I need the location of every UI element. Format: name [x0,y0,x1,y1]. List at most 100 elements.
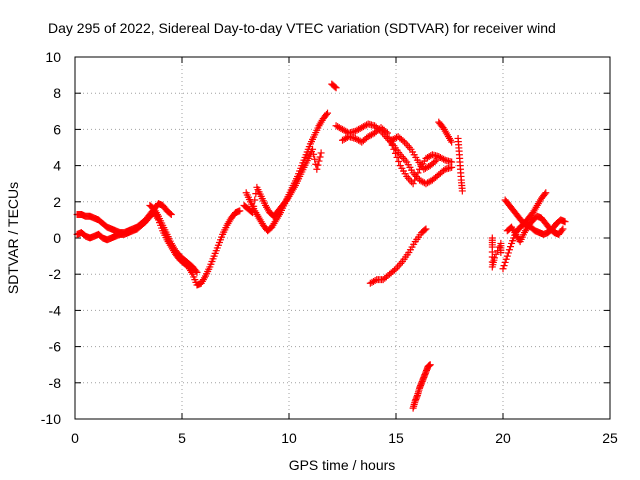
series-seg-j [435,118,456,146]
data-point [393,153,401,161]
data-point [399,137,407,145]
data-point [402,140,410,148]
data-point [421,226,429,234]
data-point [313,165,321,173]
series-seg-p [501,196,569,238]
data-point [559,225,567,233]
y-tick-label: 4 [53,158,61,174]
data-point [425,178,433,186]
y-tick-label: -8 [49,375,62,391]
series-seg-n [488,234,505,271]
data-point [492,250,500,258]
y-tick-label: 2 [53,194,61,210]
x-tick-label: 25 [602,430,618,446]
data-point [404,142,412,150]
data-point [448,138,456,146]
y-tick-label: -2 [49,266,62,282]
data-point [367,131,375,139]
data-point [412,172,420,180]
data-point [390,145,398,153]
data-point [251,196,259,204]
data-point [314,161,322,169]
data-point [505,246,513,254]
data-point [419,178,427,186]
data-point [411,176,419,184]
y-tick-label: 10 [45,49,61,65]
y-tick-label: -4 [49,302,62,318]
data-point [448,158,456,166]
data-point [316,153,324,161]
data-point [397,259,405,267]
x-tick-label: 10 [281,430,297,446]
y-tick-label: 0 [53,230,61,246]
data-point [408,178,416,186]
series-seg-c [146,201,201,276]
data-point [500,262,508,270]
data-point [342,134,350,142]
x-tick-label: 5 [178,430,186,446]
data-point [310,150,318,158]
data-point [236,207,244,215]
data-point [423,163,431,171]
data-point [382,128,390,136]
data-point [317,149,325,157]
data-point [192,267,200,275]
data-point [425,153,433,161]
data-point [193,268,201,276]
data-point [383,129,391,137]
series-seg-l [366,225,430,287]
chart-title: Day 295 of 2022, Sidereal Day-to-day VTE… [48,20,556,36]
series-seg-f [328,80,340,92]
data-point [561,218,569,226]
plot-frame [74,56,611,420]
y-tick-labels: -10 -8 -6 -4 -2 0 2 4 6 8 10 [41,49,61,427]
series-seg-d [242,109,332,235]
data-point [309,145,317,153]
data-point [332,84,340,92]
data-point [558,226,566,234]
series-seg-h [339,124,456,188]
data-point [249,209,257,217]
y-tick-label: -10 [41,411,61,427]
data-point [504,249,512,257]
data-point [390,266,398,274]
data-point [499,265,507,273]
y-tick-label: 8 [53,85,61,101]
data-point [166,210,174,218]
data-point [490,254,498,262]
data-point [399,154,407,162]
series-seg-e [240,145,325,220]
x-tick-labels: 0 5 10 15 20 25 [71,430,618,446]
data-point [250,202,258,210]
x-tick-label: 0 [71,430,79,446]
data-point [422,225,430,233]
data-point [502,255,510,263]
data-point [426,361,434,369]
data-point [497,248,505,256]
data-point [506,243,514,251]
data-point [395,261,403,269]
data-point [542,189,550,197]
data-point [405,144,413,151]
data-point [331,83,339,91]
y-tick-label: 6 [53,121,61,137]
data-point [409,180,417,188]
x-axis-label: GPS time / hours [289,457,396,473]
data-point [167,210,175,218]
series-seg-m [409,361,434,412]
data-point [414,169,422,177]
data-point [541,190,549,198]
data-point [398,153,406,161]
data-point [495,243,503,251]
data-point [431,158,439,166]
grid-lines [75,57,610,419]
data-point [322,110,330,118]
series-seg-q [503,212,567,246]
data-point [391,149,399,157]
x-tick-label: 15 [388,430,404,446]
data-point [248,208,256,216]
data-point [395,158,403,166]
data-point [401,156,409,164]
data-point [371,277,379,285]
